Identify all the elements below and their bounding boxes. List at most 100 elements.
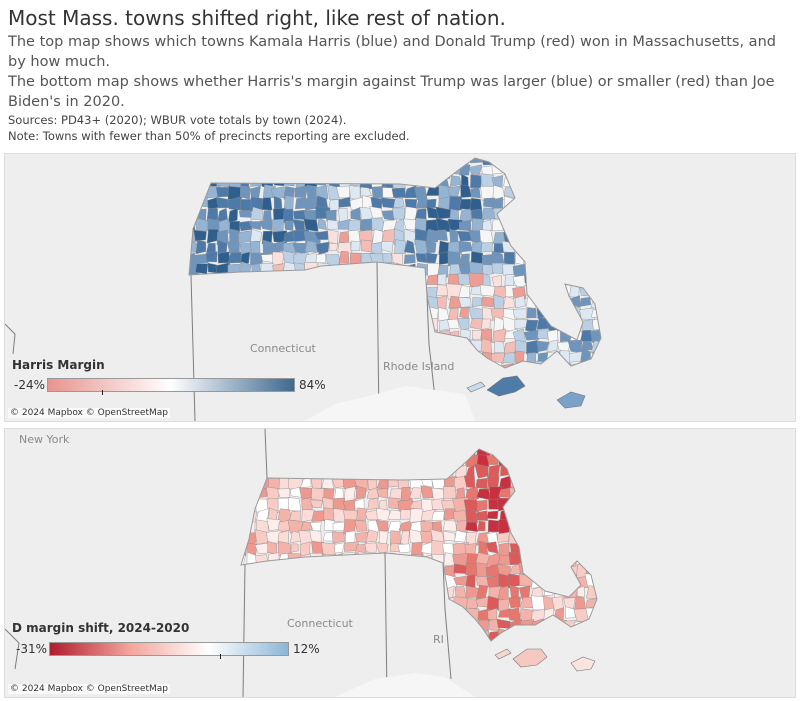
town (547, 384, 558, 396)
town (335, 598, 345, 609)
town (267, 665, 282, 675)
town (508, 499, 521, 512)
town (569, 208, 580, 219)
town (535, 197, 546, 210)
town (531, 530, 545, 545)
harris-margin-map[interactable]: Connecticut Rhode Island Harris Margin -… (4, 153, 796, 422)
harris-margin-map-svg[interactable]: Connecticut Rhode Island (5, 154, 795, 421)
town (475, 478, 488, 490)
town (250, 206, 263, 220)
town (378, 555, 389, 568)
town (250, 228, 262, 243)
town (519, 476, 532, 490)
town (447, 375, 460, 384)
town (365, 529, 379, 543)
town (257, 619, 271, 630)
town (382, 318, 394, 330)
town (315, 158, 328, 166)
map-attribution[interactable]: © 2024 Mapbox © OpenStreetMap (8, 408, 170, 418)
town (243, 620, 258, 631)
town (482, 264, 494, 276)
town (391, 253, 404, 266)
town (465, 486, 480, 500)
town (596, 607, 597, 623)
town (317, 165, 330, 176)
town (359, 218, 374, 232)
town (536, 406, 548, 418)
town (400, 586, 414, 601)
town (411, 641, 422, 656)
town (235, 662, 246, 675)
town (359, 274, 376, 287)
town (546, 158, 560, 166)
town (260, 163, 272, 174)
town (365, 585, 381, 600)
town (277, 586, 290, 602)
town (189, 186, 196, 198)
town (470, 174, 482, 188)
town (328, 162, 339, 178)
town (526, 307, 537, 319)
town (414, 330, 428, 344)
town (303, 218, 319, 232)
margin-shift-map-svg[interactable]: New York Connecticut RI (5, 429, 795, 697)
town (384, 372, 396, 384)
town (348, 285, 360, 300)
town (389, 573, 401, 589)
town (487, 662, 500, 676)
town (402, 162, 416, 178)
town (480, 396, 494, 409)
town (310, 449, 326, 456)
town (590, 308, 601, 318)
town (287, 454, 302, 466)
town (527, 396, 536, 407)
nantucket (570, 656, 596, 672)
town (535, 184, 547, 198)
town (403, 206, 417, 222)
nantucket (556, 391, 586, 409)
town (471, 329, 483, 340)
town (564, 673, 577, 686)
town (415, 373, 427, 386)
town (585, 474, 597, 488)
town (467, 652, 479, 667)
town (316, 286, 330, 300)
town (367, 474, 378, 490)
town (465, 521, 479, 532)
town (336, 328, 352, 345)
town (505, 407, 516, 419)
legend-color-ramp (49, 642, 289, 656)
town (604, 229, 616, 243)
town (189, 328, 199, 343)
town (410, 587, 424, 599)
town (326, 286, 341, 298)
town (376, 586, 391, 600)
town (410, 464, 423, 476)
town (277, 520, 291, 533)
town (488, 686, 501, 696)
town (526, 163, 539, 179)
town (534, 253, 548, 265)
town (388, 597, 401, 611)
town (369, 206, 383, 219)
town (523, 329, 540, 341)
town (387, 608, 400, 621)
town (409, 455, 423, 470)
town (508, 596, 521, 609)
town (459, 164, 471, 176)
town (536, 305, 549, 319)
town (464, 629, 475, 641)
town (301, 465, 314, 479)
town (354, 562, 369, 576)
town (387, 520, 401, 533)
town (311, 452, 324, 467)
town (240, 251, 251, 265)
town (568, 229, 582, 244)
town (351, 375, 359, 383)
town (508, 619, 522, 634)
town (288, 586, 300, 600)
margin-shift-map[interactable]: New York Connecticut RI D margin shift, … (4, 428, 796, 698)
town (364, 597, 381, 612)
town (584, 487, 597, 501)
map-attribution[interactable]: © 2024 Mapbox © OpenStreetMap (8, 684, 170, 694)
